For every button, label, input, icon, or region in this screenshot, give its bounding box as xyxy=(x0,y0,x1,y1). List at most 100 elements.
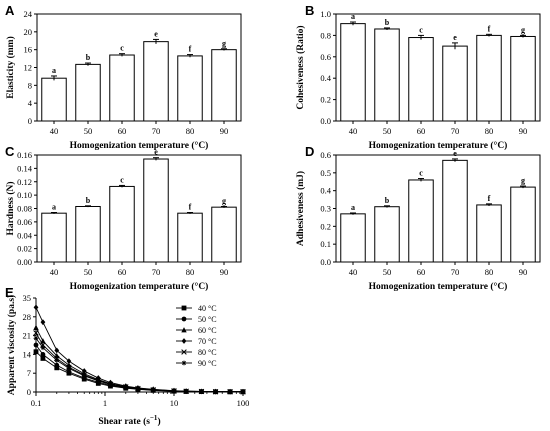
y-axis-title: Cohesiveness (Ratio) xyxy=(295,25,306,109)
bar-60 xyxy=(408,37,434,122)
data-point xyxy=(181,327,187,333)
data-point xyxy=(181,349,187,355)
bar-70 xyxy=(143,41,169,122)
y-tick-label: 0.0 xyxy=(320,257,331,267)
data-point xyxy=(150,387,156,393)
y-tick-label: 0.4 xyxy=(320,186,331,196)
x-tick-label: 60 xyxy=(417,126,426,136)
panel-letter: A xyxy=(5,3,15,18)
x-axis-title: Homogenization temperature (°C) xyxy=(70,140,209,151)
significance-letter: b xyxy=(385,18,390,27)
x-tick-label: 100 xyxy=(237,398,250,408)
bar-80 xyxy=(177,55,203,122)
y-tick-label: 4 xyxy=(28,98,33,108)
significance-letter: a xyxy=(52,66,56,75)
legend-label: 90 °C xyxy=(198,359,217,368)
x-tick-label: 60 xyxy=(118,267,127,277)
panel-letter: E xyxy=(5,285,14,300)
data-point xyxy=(54,362,60,368)
bar-40 xyxy=(340,23,366,122)
data-point xyxy=(33,342,39,348)
plot-frame xyxy=(36,13,242,122)
data-point xyxy=(33,349,39,355)
bar-40 xyxy=(41,212,67,263)
panel-letter: B xyxy=(305,3,314,18)
data-point xyxy=(183,388,189,394)
y-tick-label: 0.8 xyxy=(320,30,331,40)
y-tick-label: 0.2 xyxy=(320,95,331,105)
y-axis-title: Apparent viscosity (pa.s) xyxy=(6,295,17,395)
y-tick-label: 24 xyxy=(24,9,33,19)
x-tick-label: 80 xyxy=(485,267,494,277)
data-point xyxy=(213,389,218,395)
y-axis-title: Hardness (N) xyxy=(5,181,16,235)
data-point xyxy=(40,345,46,351)
significance-letter: b xyxy=(86,196,91,205)
x-axis-title: Homogenization temperature (°C) xyxy=(369,140,508,151)
significance-letter: c xyxy=(120,175,124,184)
data-point xyxy=(54,365,60,371)
significance-letter: g xyxy=(222,39,226,48)
y-tick-label: 0 xyxy=(27,387,31,397)
data-point xyxy=(181,338,187,344)
y-tick-label: 28 xyxy=(23,312,32,322)
y-tick-label: 35 xyxy=(23,293,32,303)
data-point xyxy=(181,316,187,322)
x-tick-label: 50 xyxy=(383,267,392,277)
y-tick-label: 0.6 xyxy=(320,52,331,62)
y-tick-label: 0.10 xyxy=(17,190,32,200)
bar-80 xyxy=(476,204,502,263)
significance-letter: e xyxy=(154,148,158,157)
data-point xyxy=(135,386,141,392)
bar-90 xyxy=(510,186,536,263)
bar-60 xyxy=(109,185,135,263)
x-tick-label: 40 xyxy=(50,267,59,277)
data-point xyxy=(66,358,72,365)
x-tick-label: 90 xyxy=(220,126,229,136)
y-tick-label: 16 xyxy=(24,45,33,55)
significance-letter: g xyxy=(521,25,525,34)
panel-e: E 0 7 14 21 28 35 0.1 1 10 100 Shear rate (s−1) Appa… xyxy=(5,285,249,427)
significance-letter: c xyxy=(419,169,423,178)
x-tick-label: 70 xyxy=(451,267,460,277)
significance-letter: b xyxy=(385,196,390,205)
data-point xyxy=(66,365,72,371)
y-tick-label: 14 xyxy=(23,349,32,359)
data-point xyxy=(54,357,60,363)
data-point xyxy=(40,319,46,326)
data-point xyxy=(181,360,187,366)
y-tick-label: 21 xyxy=(23,331,32,341)
bar-50 xyxy=(374,206,400,263)
x-tick-label: 80 xyxy=(186,267,195,277)
bar-50 xyxy=(374,28,400,122)
y-tick-label: 0.04 xyxy=(17,230,33,240)
bar-80 xyxy=(177,212,203,263)
data-point xyxy=(54,347,60,354)
bar-70 xyxy=(442,45,468,122)
series-5 xyxy=(33,335,246,395)
x-tick-label: 90 xyxy=(220,267,229,277)
significance-letter: f xyxy=(189,45,192,54)
bar-70 xyxy=(442,159,468,263)
x-tick-label: 40 xyxy=(349,126,358,136)
series-line xyxy=(35,338,243,393)
significance-letter: a xyxy=(351,203,355,212)
legend-label: 60 °C xyxy=(198,326,217,335)
significance-letter: f xyxy=(488,24,491,33)
data-point xyxy=(81,368,87,374)
panel-a: A 0 4 8 12 16 20 24 a 40 b 50 c 60 e 70 f 80 g 90 Homogeniza… xyxy=(5,3,242,151)
panel-b: B 0.0 0.2 0.4 0.6 0.8 1.0 a 40 b 50 c 60 e 70 f 80 g 90 Hom… xyxy=(295,3,541,151)
y-tick-label: 7 xyxy=(27,368,31,378)
significance-letter: b xyxy=(86,53,91,62)
bar-70 xyxy=(143,158,169,263)
bar-80 xyxy=(476,34,502,122)
x-tick-label: 1 xyxy=(103,398,107,408)
y-tick-label: 8 xyxy=(28,80,32,90)
x-axis-title: Homogenization temperature (°C) xyxy=(70,281,209,292)
y-axis-title: Elasticity (mm) xyxy=(5,36,16,99)
bar-60 xyxy=(408,179,434,263)
data-point xyxy=(81,373,87,379)
panel-letter: D xyxy=(305,144,314,159)
y-tick-label: 0.02 xyxy=(17,244,32,254)
